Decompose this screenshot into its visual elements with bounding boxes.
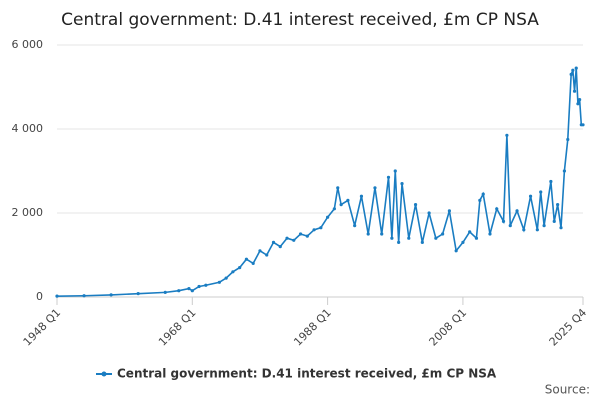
marker [380, 232, 384, 236]
marker [190, 289, 194, 293]
marker [336, 186, 340, 190]
marker [488, 232, 492, 236]
legend-marker [101, 371, 107, 377]
marker [390, 236, 394, 240]
marker [528, 194, 533, 198]
marker [427, 211, 431, 215]
marker [82, 294, 86, 298]
marker [501, 219, 506, 223]
marker [581, 123, 585, 127]
marker [373, 186, 377, 190]
marker [468, 230, 472, 234]
marker [552, 219, 556, 223]
marker [386, 175, 391, 179]
marker [400, 182, 404, 186]
marker [305, 234, 309, 238]
y-tick-label: 4 000 [12, 122, 44, 135]
marker [559, 226, 563, 230]
marker [187, 287, 191, 291]
marker [332, 207, 336, 211]
marker [204, 283, 208, 287]
legend-label: Central government: D.41 interest receiv… [117, 367, 497, 381]
marker [177, 289, 181, 293]
marker [549, 179, 553, 184]
marker [522, 228, 526, 232]
marker [231, 270, 235, 274]
marker [397, 240, 401, 244]
marker [434, 236, 438, 240]
marker [346, 198, 350, 202]
marker [359, 194, 364, 198]
chart-title: Central government: D.41 interest receiv… [61, 10, 539, 30]
marker [461, 240, 465, 244]
marker [224, 276, 228, 280]
marker [366, 232, 370, 236]
marker [197, 284, 201, 289]
marker [298, 232, 303, 236]
marker [569, 72, 573, 76]
y-tick-label: 6 000 [12, 38, 44, 51]
marker [441, 232, 445, 236]
marker [109, 293, 113, 297]
marker [566, 137, 570, 142]
marker [474, 236, 479, 240]
marker [319, 226, 323, 230]
marker [556, 203, 560, 207]
marker [244, 257, 249, 261]
marker [515, 209, 519, 213]
marker [292, 238, 296, 242]
marker [265, 253, 269, 257]
marker [339, 203, 343, 207]
marker [420, 240, 424, 244]
marker [163, 290, 167, 294]
marker [578, 98, 582, 102]
marker [55, 294, 59, 298]
marker [271, 240, 276, 244]
source: Source: [545, 383, 590, 397]
marker [454, 249, 458, 253]
marker [574, 66, 578, 70]
marker [562, 169, 566, 173]
marker [136, 292, 140, 296]
marker [539, 190, 543, 194]
marker [495, 207, 499, 211]
marker [542, 224, 546, 228]
marker [413, 203, 418, 207]
marker [447, 209, 451, 213]
y-tick-label: 2 000 [12, 206, 44, 219]
marker [238, 266, 242, 270]
marker [217, 280, 221, 284]
marker [576, 102, 580, 106]
marker [326, 215, 330, 219]
marker [572, 89, 577, 93]
marker [407, 236, 411, 240]
marker [505, 133, 509, 137]
marker [285, 236, 289, 240]
marker [571, 68, 575, 72]
marker [535, 228, 539, 232]
marker [393, 169, 397, 173]
y-tick-label: 0 [36, 290, 43, 303]
marker [478, 198, 482, 202]
marker [481, 192, 485, 196]
marker [353, 224, 357, 228]
marker [278, 245, 282, 249]
marker [508, 224, 512, 228]
marker [312, 228, 316, 232]
marker [251, 261, 255, 265]
marker [258, 249, 262, 253]
